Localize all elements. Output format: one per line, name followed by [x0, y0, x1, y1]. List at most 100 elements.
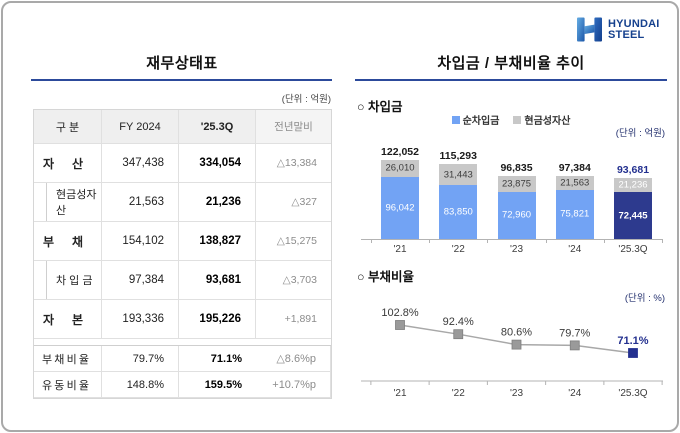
bar-axis-tick [487, 239, 489, 243]
bar-axis-tick [603, 239, 605, 243]
bar-cash-value: 31,443 [443, 169, 473, 181]
table-cell-q: 334,054 [179, 144, 256, 183]
bar-net-value: 96,042 [385, 202, 415, 214]
label-char: 율 [78, 353, 89, 366]
table-cell-fy: 154,102 [102, 222, 179, 261]
legend-item-0: 순차입금 [451, 112, 500, 127]
bar-total-value: 115,293 [439, 150, 477, 163]
label-char: 율 [78, 379, 89, 392]
financial-statement-table: 구 분 FY 2024'25.3Q 전년말비 자 산 347,438 334,054 △13,… [33, 109, 332, 399]
label-char: 비 [66, 379, 77, 392]
table-cell-yoy: +1,891 [256, 300, 331, 339]
line-category-label: '22 [452, 388, 465, 399]
bar-category-label: '24 [568, 244, 582, 255]
label-char: 동 [54, 379, 65, 392]
table-cell-q: 71.1% [179, 346, 256, 372]
line-marker [453, 329, 464, 340]
balance-sheet-title: 재무상태표 [146, 55, 218, 72]
legend-swatch-icon [451, 115, 460, 124]
borrowings-unit-label: (단위 : 억원) [615, 128, 665, 139]
charts-title-rule [355, 79, 667, 81]
bar-net-segment: 72,445 [614, 192, 652, 239]
table-row-label: 현금성자산 [34, 183, 102, 222]
bar-net-segment: 96,042 [381, 176, 419, 239]
debt-ratio-section-heading: ○ 부채비율 [357, 270, 415, 284]
label-char: 자 [43, 156, 55, 171]
line-value-label: 80.6% [501, 327, 532, 339]
label-char: 부 [42, 353, 53, 366]
table-header-2: '25.3Q [179, 110, 256, 144]
label-char: 채 [54, 353, 65, 366]
bar-net-value: 72,960 [501, 209, 532, 221]
bar-cash-segment: 26,010 [381, 160, 419, 177]
debt-ratio-line-chart: 102.8% '21 92.4% '22 80.6% '23 79.7% '24 71.1% '2… [361, 307, 663, 399]
bar-cash-value: 21,563 [560, 177, 590, 189]
table-header-1: FY 2024 [102, 110, 179, 144]
table-section-separator [34, 339, 331, 346]
bar-total-value: 96,835 [500, 162, 533, 175]
bar-net-segment: 75,821 [555, 189, 594, 239]
table-cell-fy: 79.7% [102, 346, 179, 372]
hyundai-steel-logo: HYUNDAI STEEL [576, 16, 660, 43]
logo-text-line2: STEEL [608, 28, 645, 41]
table-cell-q: 159.5% [179, 372, 256, 398]
table-cell-yoy: +10.7%p [256, 372, 331, 398]
debt-ratio-unit-label: (단위 : %) [624, 293, 665, 304]
table-header-3: 전년말비 [256, 110, 331, 144]
bar-category-label: '22 [451, 244, 465, 255]
bar-net-segment: 72,960 [497, 191, 536, 239]
bar-x-axis [361, 239, 663, 240]
bar-net-value: 75,821 [560, 208, 590, 220]
bar-net-value: 72,445 [618, 210, 648, 222]
label-char: 부 [43, 234, 55, 249]
legend-label: 순차입금 [462, 116, 500, 127]
logo-text-line1: HYUNDAI [608, 17, 660, 30]
table-cell-yoy: △8.6%p [256, 346, 331, 372]
legend-item-1: 현금성자산 [513, 112, 570, 127]
bar-axis-tick [662, 239, 664, 243]
line-marker [395, 320, 405, 330]
bar-axis-tick [545, 239, 547, 243]
label-char: 자 [43, 312, 55, 327]
label-char: 유 [42, 379, 53, 392]
table-cell-yoy: △327 [256, 183, 331, 222]
bar-axis-tick [429, 239, 431, 243]
table-cell-q: 195,226 [179, 300, 256, 339]
bar-category-label: '23 [509, 244, 524, 255]
bar-cash-segment: 21,236 [614, 178, 652, 193]
borrowings-section-heading: ○ 차입금 [357, 100, 403, 114]
line-category-label: '24 [568, 388, 581, 399]
label-char: 채 [71, 234, 83, 249]
bar-total-value: 122,052 [381, 146, 419, 158]
bar-total-value: 97,384 [558, 161, 591, 174]
bar-category-label: '25.3Q [618, 244, 648, 255]
bar-cash-value: 21,236 [618, 179, 648, 191]
borrowings-chart-legend: 순차입금 현금성자산 [355, 112, 667, 127]
bar-cash-segment: 23,875 [497, 176, 536, 192]
label-char: 비 [66, 353, 77, 366]
table-cell-fy: 347,438 [102, 144, 179, 183]
line-category-label: '23 [510, 388, 523, 399]
charts-title: 차입금 / 부채비율 추이 [437, 55, 585, 72]
line-value-label: 79.7% [559, 327, 590, 339]
table-cell-fy: 97,384 [102, 261, 179, 300]
line-marker [511, 339, 522, 350]
line-marker [628, 348, 638, 358]
label-char: 본 [71, 312, 83, 327]
bar-net-value: 83,850 [443, 206, 473, 218]
bar-cash-segment: 31,443 [439, 164, 478, 185]
table-sub-label: 차 입 금 [46, 261, 101, 299]
bar-total-value: 93,681 [616, 164, 650, 177]
bar-axis-tick [370, 239, 372, 243]
bar-cash-value: 26,010 [385, 162, 415, 174]
